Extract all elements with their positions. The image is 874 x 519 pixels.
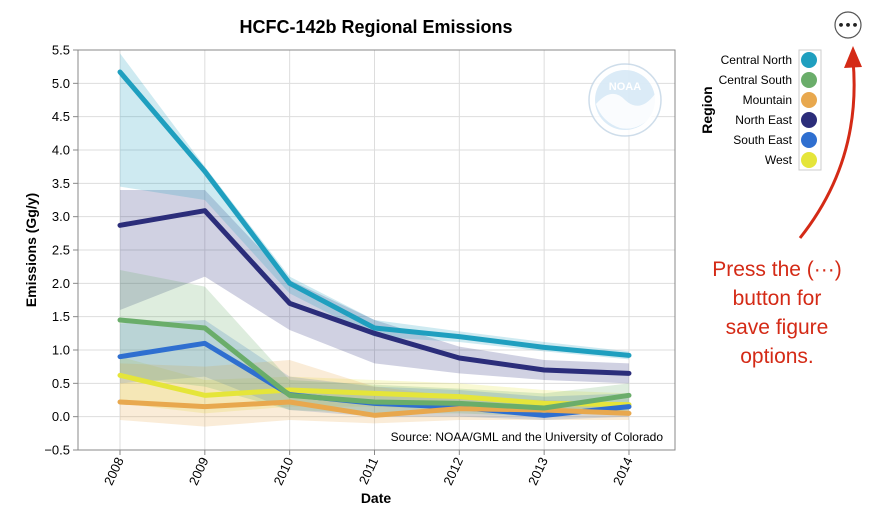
legend-label: South East (733, 133, 792, 147)
confidence-band-3 (120, 190, 629, 384)
y-tick-label: 2.0 (52, 276, 70, 291)
series-line-5 (117, 372, 632, 408)
y-tick-label: 3.5 (52, 176, 70, 191)
x-tick-label: 2009 (186, 455, 212, 488)
legend-label: North East (735, 113, 792, 127)
annotation-line-2: button for (733, 287, 822, 310)
annotation-line-4: options. (740, 345, 814, 368)
y-tick-label: 1.0 (52, 343, 70, 358)
x-tick-label: 2014 (610, 455, 636, 488)
confidence-band-0 (120, 53, 629, 360)
y-tick-label: 2.5 (52, 243, 70, 258)
y-tick-label: 5.0 (52, 76, 70, 91)
y-tick-label: 1.5 (52, 309, 70, 324)
y-tick-label: 4.5 (52, 109, 70, 124)
legend-swatch (801, 92, 817, 108)
chart-title: HCFC-142b Regional Emissions (239, 17, 512, 37)
y-tick-label: 4.0 (52, 143, 70, 158)
series-line-1 (117, 317, 632, 411)
legend: Region Central North Central South Mountai… (699, 49, 822, 171)
annotation: Press the (···) button for save figure o… (712, 46, 862, 368)
legend-swatch (801, 132, 817, 148)
source-text: Source: NOAA/GML and the University of C… (391, 430, 664, 444)
legend-label: Central South (719, 73, 792, 87)
y-axis-ticks: −0.5 0.0 0.5 1.0 1.5 2.0 2.5 3.0 3.5 4.0 4.5 5.0 5.5 (44, 43, 78, 458)
annotation-line-3: save figure (726, 316, 829, 339)
legend-title: Region (699, 86, 715, 133)
legend-label: Mountain (743, 93, 792, 107)
legend-swatch (801, 152, 817, 168)
legend-swatch (801, 112, 817, 128)
x-tick-label: 2012 (440, 455, 466, 488)
x-tick-label: 2010 (271, 455, 297, 488)
x-axis-title: Date (361, 490, 392, 506)
legend-swatch (801, 72, 817, 88)
series-lines (117, 69, 632, 418)
annotation-line-1: Press the (···) (712, 258, 842, 281)
y-tick-label: 0.5 (52, 376, 70, 391)
series-line-3 (117, 208, 632, 376)
plot-area: NOAA Source: NOAA/GML and the University… (77, 49, 676, 451)
annotation-arrow-icon (798, 59, 856, 239)
noaa-logo-text: NOAA (609, 81, 641, 93)
y-axis-title: Emissions (Gg/y) (23, 193, 39, 307)
legend-label: Central North (721, 53, 792, 67)
series-line-0 (117, 69, 632, 358)
confidence-band-1 (120, 270, 629, 417)
y-tick-label: 5.5 (52, 43, 70, 58)
more-options-circle[interactable] (834, 11, 862, 39)
x-tick-label: 2013 (525, 455, 551, 488)
legend-swatch (801, 52, 817, 68)
y-tick-label: −0.5 (44, 443, 70, 458)
x-tick-label: 2008 (101, 455, 127, 488)
legend-items: Central North Central South Mountain North … (719, 52, 817, 168)
more-options-icon[interactable]: ••• (837, 19, 858, 32)
legend-box (798, 49, 822, 171)
y-tick-label: 3.0 (52, 209, 70, 224)
x-axis-ticks: 2008 2009 2010 2011 2012 2013 2014 (101, 450, 636, 487)
noaa-logo: NOAA (588, 63, 662, 137)
confidence-band-4 (120, 320, 629, 420)
legend-label: West (765, 153, 793, 167)
arrow-head-icon (844, 46, 862, 68)
x-tick-label: 2011 (356, 455, 381, 487)
more-options-button[interactable]: ••• (834, 11, 862, 39)
y-tick-label: 0.0 (52, 409, 70, 424)
